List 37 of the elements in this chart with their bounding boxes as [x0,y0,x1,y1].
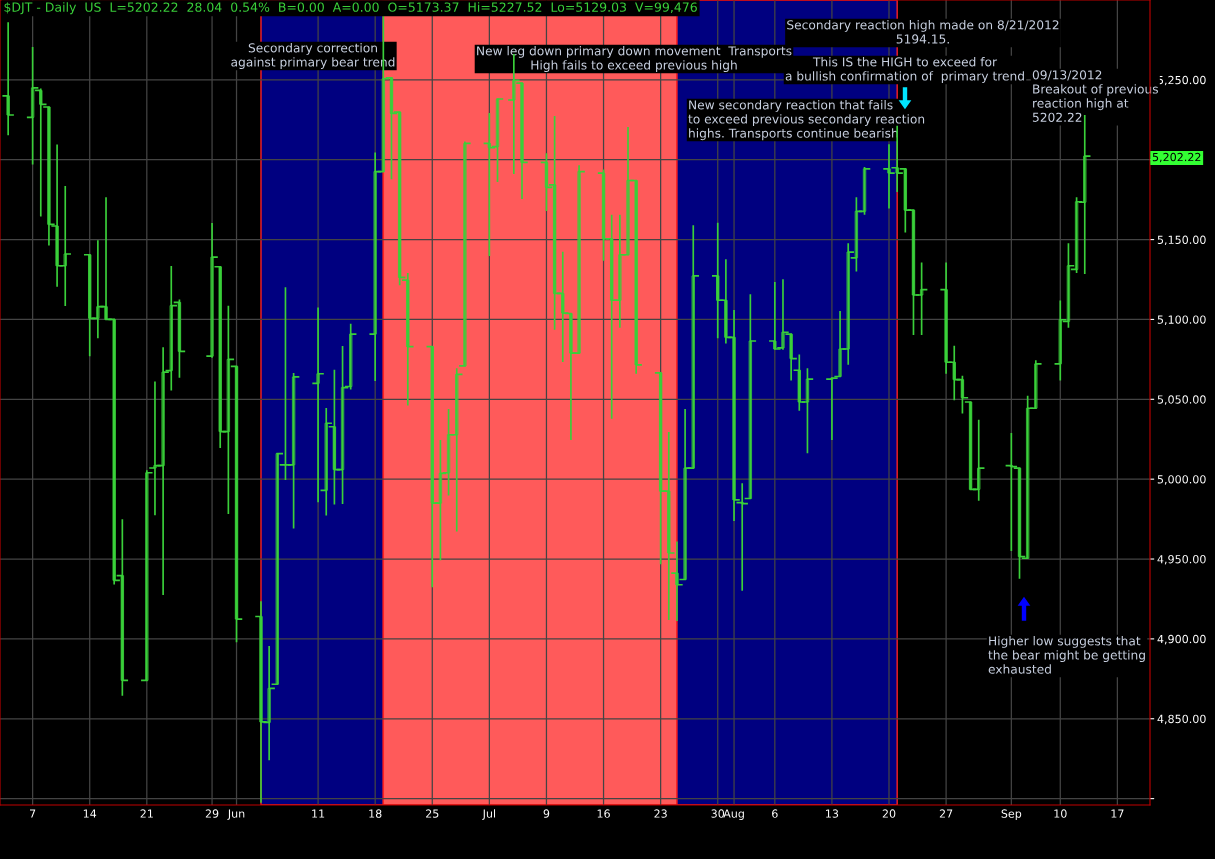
x-tick-label: 13 [826,809,839,818]
x-tick-label: Aug [723,809,744,820]
y-tick-label: 5,100.00 [1157,315,1206,325]
y-tick-label: 4,950.00 [1157,555,1206,565]
x-tick-label: 29 [205,809,219,818]
annotation: This IS the HIGH to exceed for a bullish confirmation of primary trend [785,57,1024,83]
x-tick-label: 11 [312,809,325,818]
x-tick-label: 25 [426,809,439,818]
x-tick-label: 17 [1111,809,1124,818]
x-tick-label: 14 [83,809,97,818]
y-tick-label: 4,900.00 [1157,634,1206,645]
x-tick-label: 10 [1054,809,1067,818]
x-tick-label: 30 [711,809,725,818]
candlestick [463,141,467,367]
y-tick-label: 5,050.00 [1157,395,1206,405]
annotation: Higher low suggests that the bear might be getting exhausted [988,636,1145,674]
x-tick-label: Jul [482,809,496,820]
candlestick [145,470,149,682]
y-tick-label: 5,150.00 [1157,235,1206,246]
y-tick-label: 4,850.00 [1157,714,1206,725]
text: 5,202.22 [1152,152,1201,163]
x-tick-label: 9 [543,809,550,818]
y-tick-label: 5,250.00 [1157,75,1206,86]
annotation: 09/13/2012 Breakout of previous reaction high at 5202.22 [1032,70,1158,122]
x-tick-label: 18 [369,809,382,818]
annotation: Secondary reaction high made on 8/21/2012 5194.15. [787,20,1059,44]
chart-title: $DJT - Daily US L=5202.22 28.04 0.54% B=0.00 A=0.00 O=5173.37 Hi=5227.52 Lo=5129.03 V=99,476 [4,2,697,15]
x-tick-label: 7 [30,809,36,818]
x-tick-label: Jun [227,809,245,820]
x-tick-label: 23 [654,809,667,818]
x-tick-label: 20 [882,809,896,818]
x-tick-label: 6 [772,809,778,818]
x-tick-label: 21 [140,809,153,818]
x-tick-label: Sep [1001,809,1022,820]
x-tick-label: 27 [939,809,953,818]
x-tick-label: 16 [597,809,610,818]
y-tick-label: 5,000.00 [1157,475,1206,485]
